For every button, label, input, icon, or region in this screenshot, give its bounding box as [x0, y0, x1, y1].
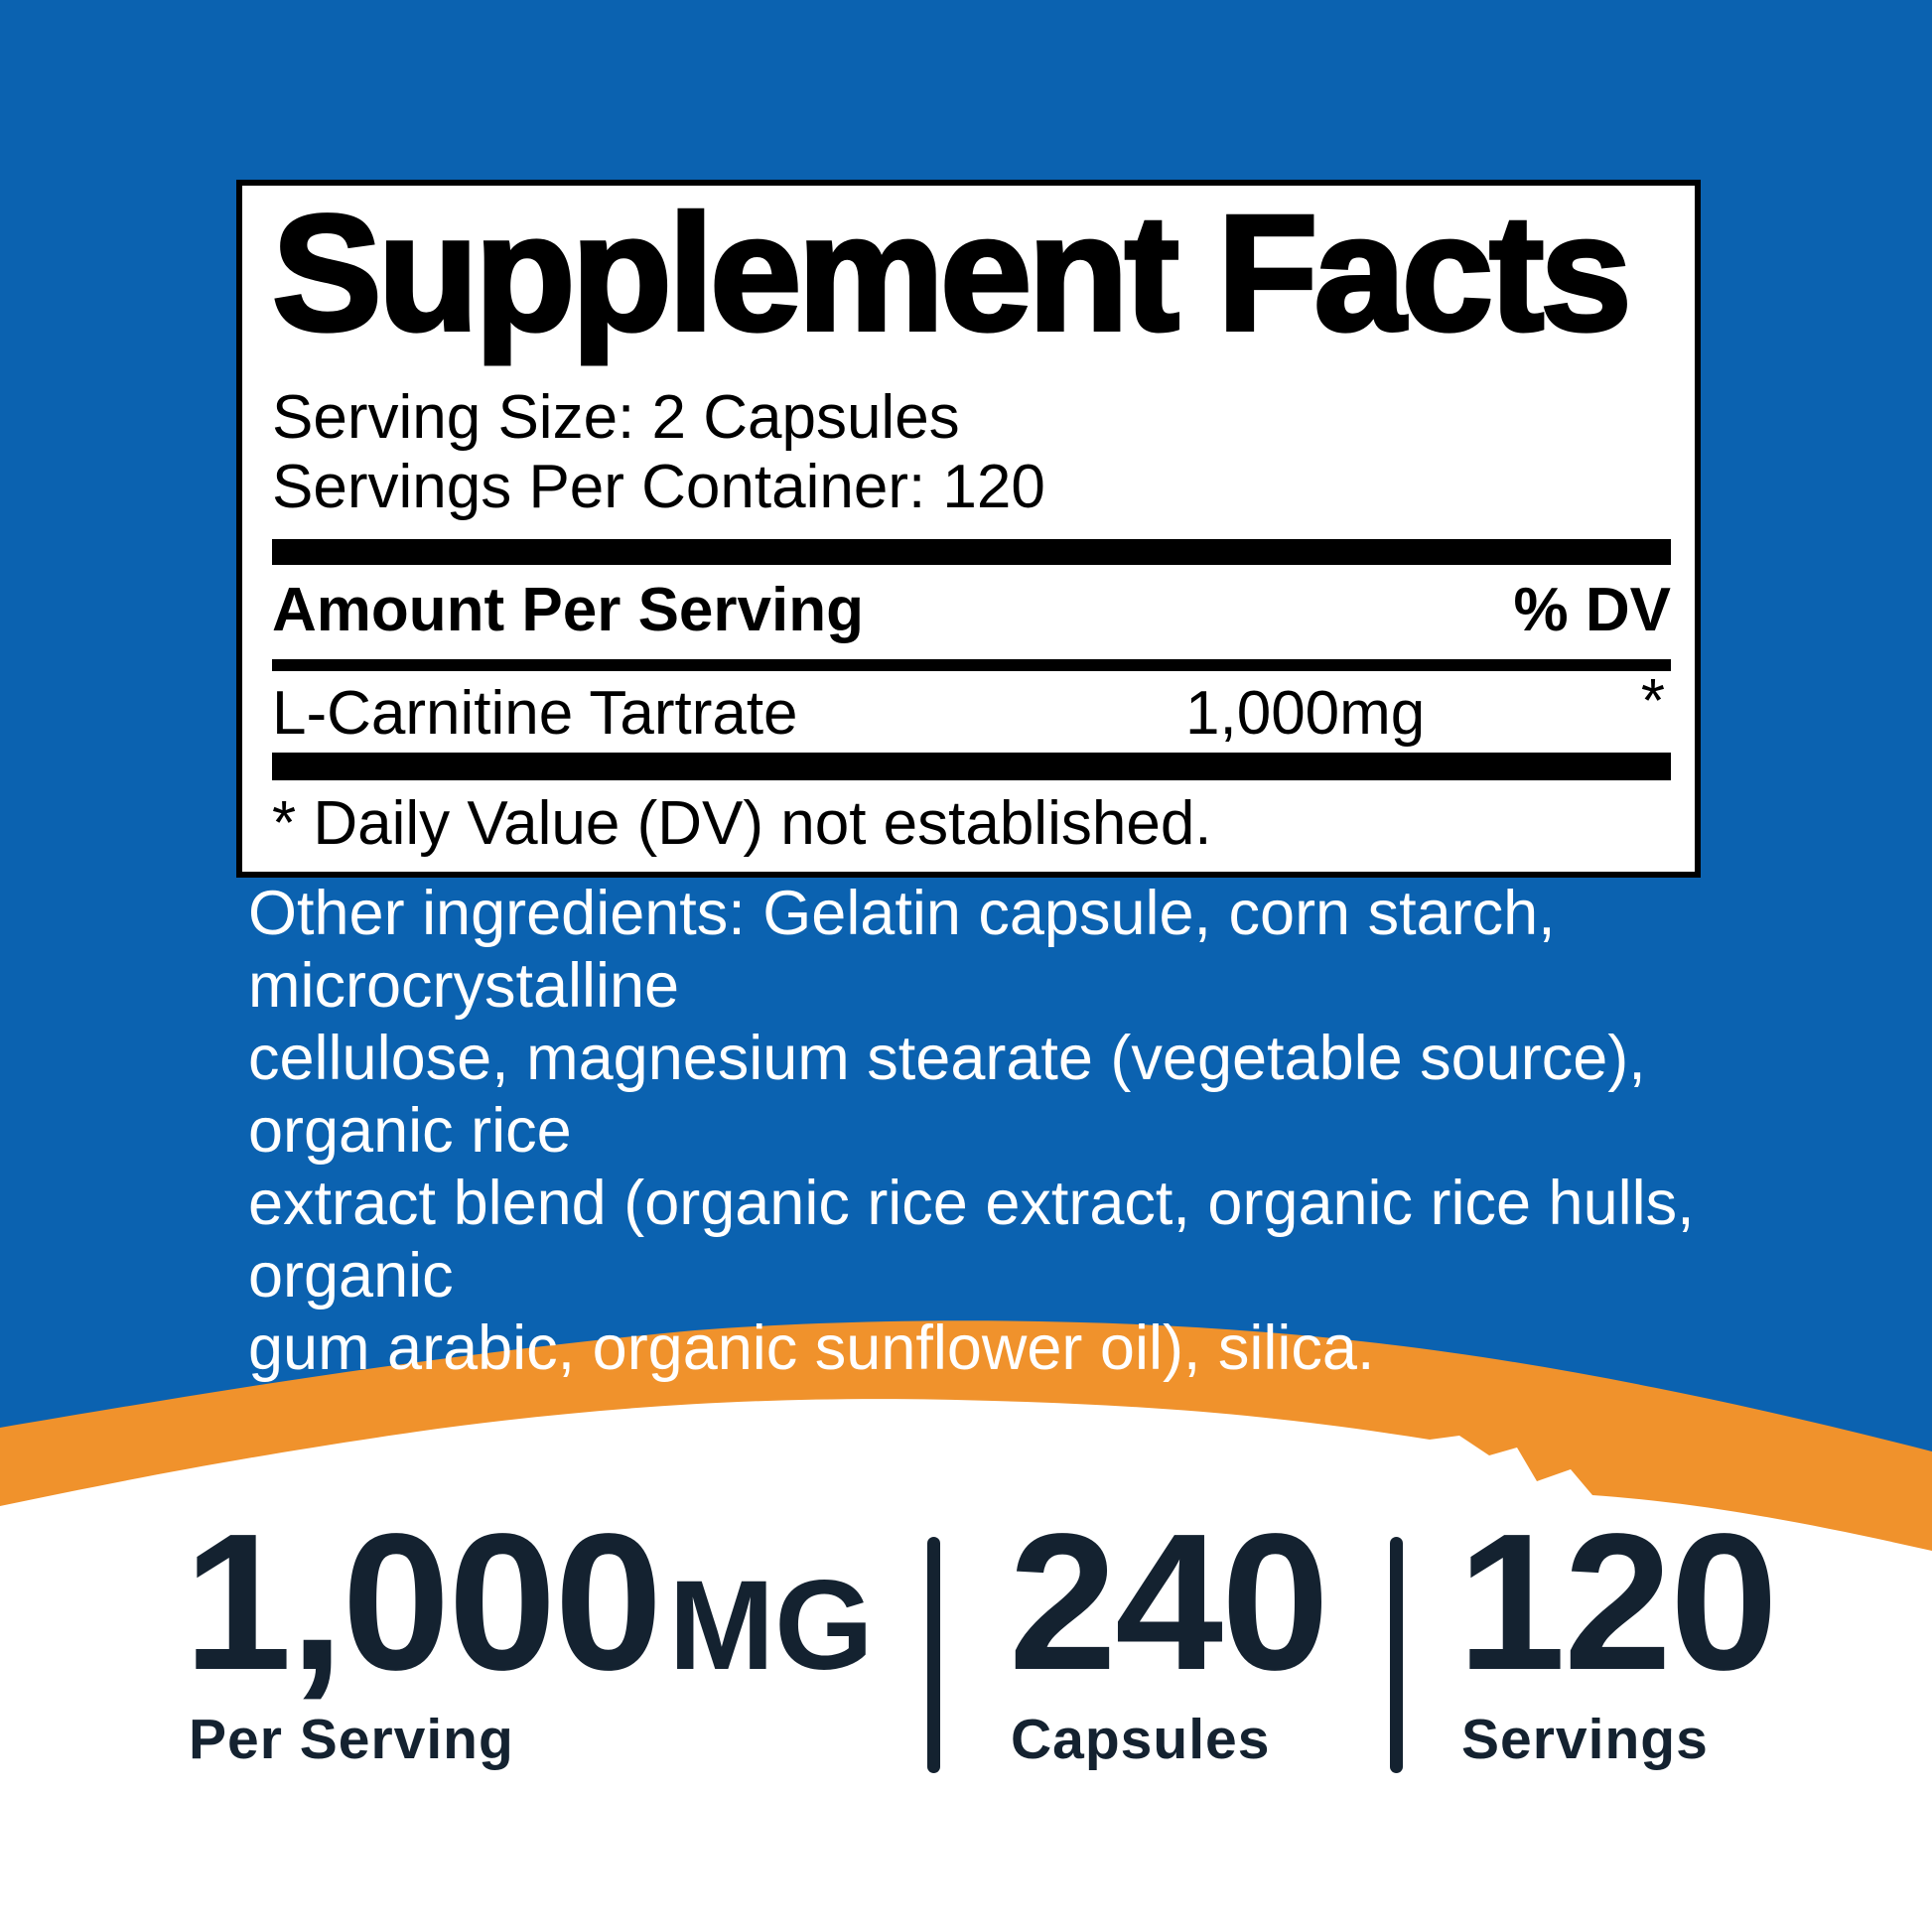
stat-capsules-number: 240: [1009, 1493, 1329, 1711]
stat-servings-value: 120: [1457, 1505, 1778, 1700]
supplement-facts-panel: Supplement Facts Serving Size: 2 Capsule…: [236, 180, 1701, 878]
facts-header-row: Amount Per Serving % DV: [272, 577, 1671, 644]
divider-bar-thick-bottom: [272, 752, 1671, 780]
stats-divider-2: [1390, 1537, 1403, 1773]
other-ingredients-line-1: Other ingredients: Gelatin capsule, corn…: [248, 879, 1556, 1021]
dv-footnote: * Daily Value (DV) not established.: [272, 788, 1212, 858]
stat-dosage-number: 1,000: [184, 1493, 662, 1711]
stat-servings-number: 120: [1457, 1493, 1778, 1711]
dv-header: % DV: [1513, 576, 1671, 645]
serving-size-line: Serving Size: 2 Capsules: [272, 383, 960, 452]
other-ingredients-line-4: gum arabic, organic sunflower oil), sili…: [248, 1313, 1375, 1383]
divider-bar-thick: [272, 539, 1671, 566]
nutrient-amount: 1,000mg: [1185, 678, 1426, 748]
stat-servings-label: Servings: [1461, 1708, 1709, 1771]
stat-dosage-unit: MG: [668, 1555, 874, 1697]
stat-dosage-value: 1,000MG: [184, 1505, 874, 1700]
swoosh-white-area: [0, 1399, 1932, 1932]
supplement-facts-title: Supplement Facts: [270, 182, 1634, 365]
stat-capsules-label: Capsules: [1011, 1708, 1271, 1771]
nutrient-dv-asterisk: *: [1640, 666, 1665, 736]
amount-per-serving-header: Amount Per Serving: [272, 576, 864, 645]
servings-per-container-line: Servings Per Container: 120: [272, 453, 1045, 522]
other-ingredients-paragraph: Other ingredients: Gelatin capsule, corn…: [248, 878, 1708, 1385]
nutrient-name: L-Carnitine Tartrate: [272, 678, 798, 748]
stat-capsules-value: 240: [1009, 1505, 1329, 1700]
stats-divider-1: [927, 1537, 940, 1773]
divider-bar-thin: [272, 658, 1671, 671]
stat-dosage-label: Per Serving: [189, 1708, 514, 1771]
other-ingredients-line-3: extract blend (organic rice extract, org…: [248, 1169, 1695, 1311]
other-ingredients-line-2: cellulose, magnesium stearate (vegetable…: [248, 1024, 1646, 1166]
nutrient-row: L-Carnitine Tartrate 1,000mg *: [272, 668, 1671, 748]
